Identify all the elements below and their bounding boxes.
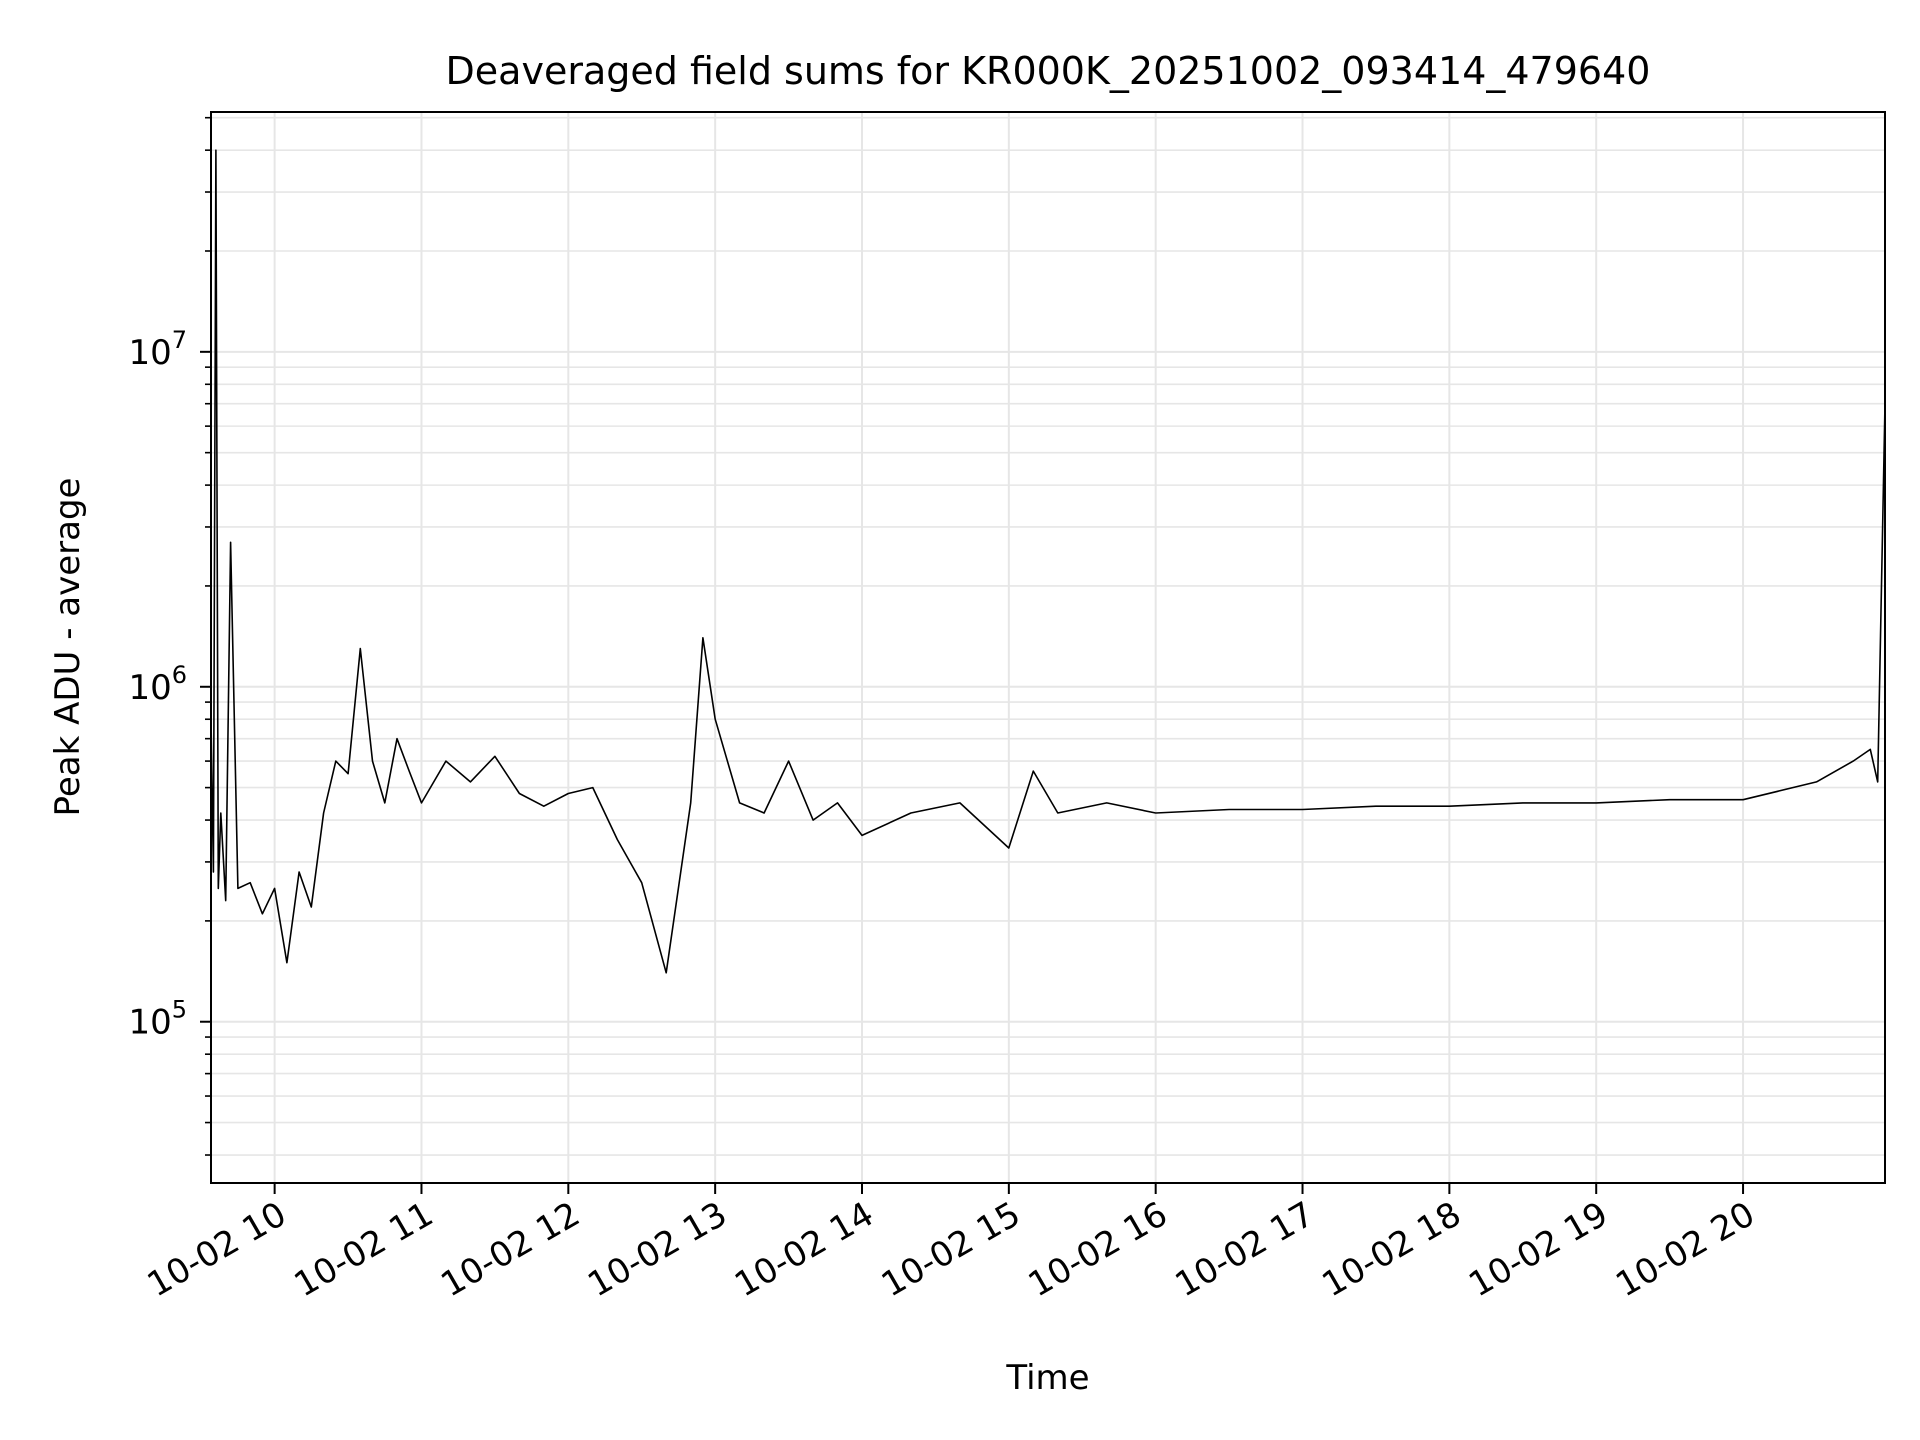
y-tick-label: 107 (128, 326, 187, 373)
axes-frame (210, 111, 1886, 1184)
y-tick-label: 106 (128, 661, 187, 708)
y-tick-label: 105 (128, 996, 187, 1043)
series-line (211, 149, 1885, 974)
grid (211, 112, 1885, 1183)
y-axis: 105 106 107 (128, 116, 211, 1156)
y-axis-label: Peak ADU - average (48, 478, 88, 817)
chart-title: Deaveraged field sums for KR000K_2025100… (446, 49, 1651, 93)
x-axis-label: Time (1005, 1358, 1089, 1398)
